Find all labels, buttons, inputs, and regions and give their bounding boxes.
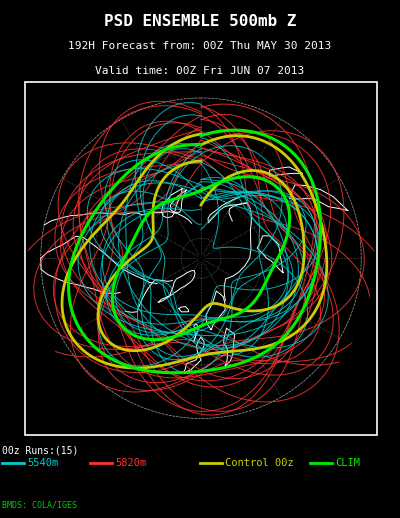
Text: Control 00z: Control 00z [225,458,294,468]
Text: CLIM: CLIM [335,458,360,468]
Text: 192H Forecast from: 00Z Thu MAY 30 2013: 192H Forecast from: 00Z Thu MAY 30 2013 [68,41,332,51]
Text: Valid time: 00Z Fri JUN 07 2013: Valid time: 00Z Fri JUN 07 2013 [95,66,305,76]
Text: BMDS: COLA/IGES: BMDS: COLA/IGES [2,501,77,510]
Text: 5820m: 5820m [115,458,146,468]
Text: 00z Runs:(15): 00z Runs:(15) [2,445,78,456]
Text: PSD ENSEMBLE 500mb Z: PSD ENSEMBLE 500mb Z [104,14,296,29]
Text: 5540m: 5540m [27,458,58,468]
